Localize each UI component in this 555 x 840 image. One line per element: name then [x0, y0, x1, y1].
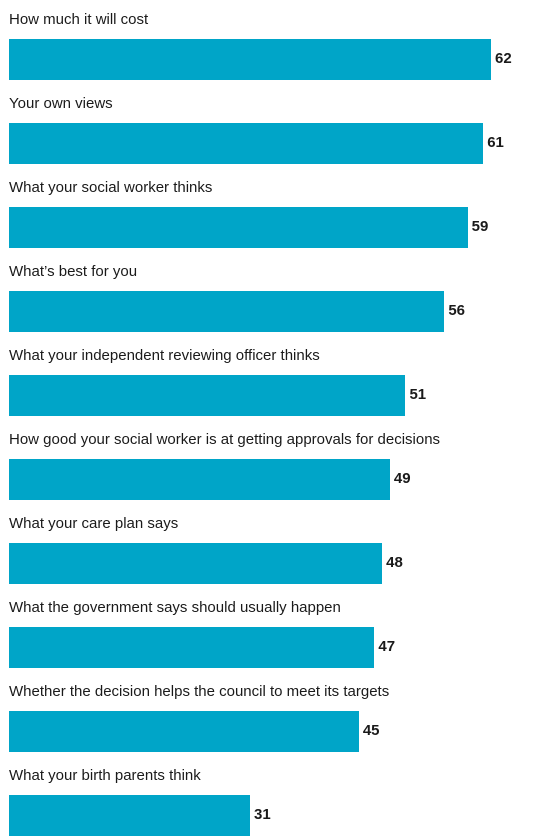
- bar-row: What the government says should usually …: [0, 588, 555, 672]
- value-label: 62: [495, 50, 512, 67]
- bar-row: Your own views 61: [0, 84, 555, 168]
- value-label: 45: [362, 722, 380, 739]
- bar-row: What your independent reviewing officer …: [0, 336, 555, 420]
- value-label: 48: [386, 554, 403, 571]
- bar-row: What your social worker thinks 59: [0, 168, 555, 252]
- category-label: Whether the decision helps the council t…: [9, 683, 390, 700]
- bar: [9, 375, 406, 416]
- category-label: What’s best for you: [9, 263, 138, 280]
- category-label: What the government says should usually …: [9, 599, 341, 616]
- bar: [9, 459, 390, 500]
- category-label: Your own views: [9, 95, 113, 112]
- category-label: What your birth parents think: [9, 767, 201, 784]
- value-label: 59: [471, 218, 489, 235]
- bar-row: What’s best for you 56: [0, 252, 555, 336]
- value-label: 49: [393, 470, 411, 487]
- category-label: What your independent reviewing officer …: [9, 347, 320, 364]
- bar-row: How much it will cost 62: [0, 0, 555, 84]
- bar: [9, 543, 383, 584]
- bar: [9, 795, 250, 836]
- category-label: How good your social worker is at gettin…: [9, 431, 441, 448]
- bar: [9, 39, 491, 80]
- bar: [9, 291, 445, 332]
- bar: [9, 711, 359, 752]
- bar-row: What your birth parents think 31: [0, 756, 555, 840]
- value-label: 56: [448, 302, 466, 319]
- value-label: 51: [409, 386, 427, 403]
- bar: [9, 123, 484, 164]
- bar-row: Whether the decision helps the council t…: [0, 672, 555, 756]
- value-label: 47: [378, 638, 396, 655]
- category-label: How much it will cost: [9, 11, 149, 28]
- value-label: 61: [487, 134, 504, 151]
- value-label: 31: [254, 806, 271, 823]
- category-label: What your care plan says: [9, 515, 179, 532]
- bar: [9, 627, 375, 668]
- bar-row: What your care plan says 48: [0, 504, 555, 588]
- bar: [9, 207, 468, 248]
- bar-row: How good your social worker is at gettin…: [0, 420, 555, 504]
- category-label: What your social worker thinks: [9, 179, 213, 196]
